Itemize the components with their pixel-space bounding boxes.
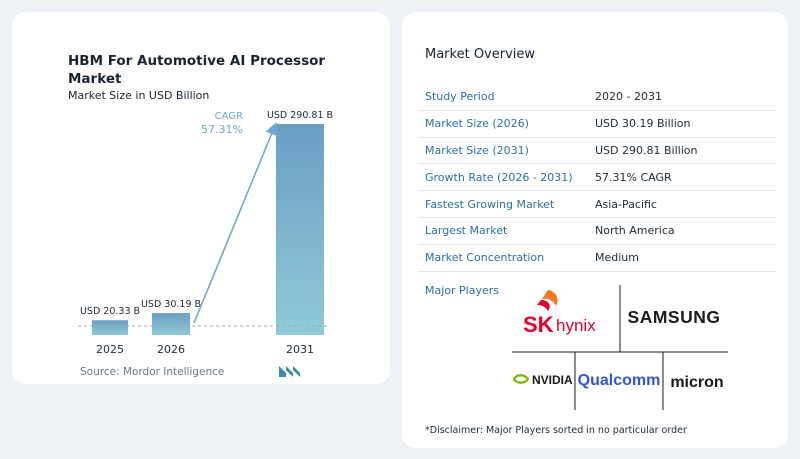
overview-row: Market Size (2031) USD 290.81 Billion: [418, 138, 776, 165]
overview-row-value: USD 290.81 Billion: [595, 143, 698, 157]
overview-row-value: USD 30.19 Billion: [595, 117, 691, 131]
overview-title: Market Overview: [425, 47, 536, 62]
chart-subtitle: Market Size in USD Billion: [68, 89, 210, 102]
overview-row-value: Asia-Pacific: [595, 197, 657, 211]
sk-logo-text: SK: [523, 312, 554, 337]
overview-row: Growth Rate (2026 - 2031) 57.31% CAGR: [418, 164, 776, 192]
x-tick-label: 2026: [157, 343, 185, 356]
disclaimer-note: *Disclaimer: Major Players sorted in no …: [425, 425, 687, 436]
nvidia-eye-icon: [512, 374, 530, 384]
overview-row-label: Growth Rate (2026 - 2031): [425, 170, 573, 184]
micron-logo: micron: [670, 374, 723, 391]
bar-2031: [276, 124, 324, 335]
chart-card: [12, 12, 390, 384]
major-players-label: Major Players: [425, 284, 499, 297]
sk-wing-icon: [537, 300, 550, 311]
overview-table: Study Period 2020 - 2031 Market Size (2026…: [418, 84, 776, 272]
bar-value-label: USD 30.19 B: [141, 299, 201, 310]
overview-row: Largest Market North America: [418, 218, 776, 245]
nvidia-logo: NVIDIA: [512, 373, 573, 387]
overview-row-label: Market Concentration: [425, 251, 545, 265]
chart-title: HBM For Automotive AI Processor Market: [68, 53, 326, 87]
bar-value-label: USD 290.81 B: [267, 110, 333, 121]
nvidia-logo-text: NVIDIA: [532, 373, 573, 387]
sk-hynix-logo: SK hynix: [523, 290, 596, 337]
cagr-value: 57.31%: [201, 123, 243, 136]
cagr-arrow: [193, 122, 278, 324]
overview-row-value: 2020 - 2031: [595, 90, 662, 104]
sk-butterfly-icon: [542, 290, 558, 306]
bar-2025: [92, 320, 128, 335]
overview-row: Market Size (2026) USD 30.19 Billion: [418, 111, 776, 138]
mordor-logo-icon: [279, 366, 300, 377]
overview-card: [402, 12, 788, 448]
x-tick-label: 2031: [286, 343, 314, 356]
overview-row-label: Largest Market: [425, 224, 508, 238]
bar-chart: USD 20.33 B 2025 USD 30.19 B 2026 USD 290.81…: [78, 110, 333, 356]
source-note: Source: Mordor Intelligence: [80, 366, 225, 378]
bar-2026: [152, 313, 190, 335]
samsung-logo: SAMSUNG: [628, 307, 721, 327]
overview-row: Market Concentration Medium: [418, 245, 776, 272]
overview-row-label: Market Size (2026): [425, 117, 529, 131]
overview-row: Fastest Growing Market Asia-Pacific: [418, 191, 776, 218]
overview-row-label: Fastest Growing Market: [425, 197, 555, 211]
hynix-logo-text: hynix: [556, 316, 596, 335]
overview-row-label: Market Size (2031): [425, 143, 529, 157]
overview-row-label: Study Period: [425, 90, 495, 104]
overview-row: Study Period 2020 - 2031: [418, 84, 776, 111]
qualcomm-logo: Qualcomm: [578, 372, 661, 389]
overview-row-value: Medium: [595, 251, 639, 265]
cagr-label: CAGR: [215, 111, 243, 122]
overview-row-value: 57.31% CAGR: [595, 170, 672, 184]
bar-value-label: USD 20.33 B: [80, 306, 140, 317]
overview-row-value: North America: [595, 224, 675, 238]
x-tick-label: 2025: [96, 343, 124, 356]
